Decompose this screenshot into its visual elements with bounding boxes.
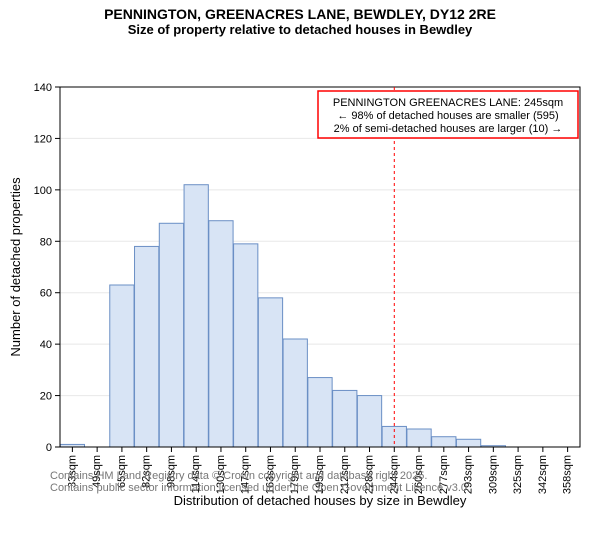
footer-attribution: Contains HM Land Registry data © Crown c… <box>50 470 470 494</box>
bar <box>308 378 332 447</box>
x-axis-label: Distribution of detached houses by size … <box>174 493 467 508</box>
bar <box>234 244 258 447</box>
bar <box>135 246 159 447</box>
svg-text:0: 0 <box>46 442 52 454</box>
annotation-text: PENNINGTON GREENACRES LANE: 245sqm <box>333 97 563 109</box>
chart-title-line2: Size of property relative to detached ho… <box>0 22 600 37</box>
annotation-text: ← 98% of detached houses are smaller (59… <box>337 110 558 122</box>
bar <box>258 298 282 447</box>
bar <box>110 285 134 447</box>
bar <box>283 339 307 447</box>
svg-text:80: 80 <box>40 236 52 248</box>
svg-text:342sqm: 342sqm <box>537 455 549 494</box>
svg-text:40: 40 <box>40 339 52 351</box>
bar <box>209 221 233 447</box>
bar <box>456 439 480 447</box>
annotation-text: 2% of semi-detached houses are larger (1… <box>334 123 563 135</box>
svg-text:140: 140 <box>34 82 52 94</box>
bar <box>333 390 357 447</box>
svg-text:20: 20 <box>40 391 52 403</box>
chart-container: PENNINGTON, GREENACRES LANE, BEWDLEY, DY… <box>0 0 600 500</box>
svg-text:325sqm: 325sqm <box>512 455 524 494</box>
y-axis-label: Number of detached properties <box>8 177 23 357</box>
svg-text:309sqm: 309sqm <box>487 455 499 494</box>
bar <box>184 185 208 447</box>
svg-text:120: 120 <box>34 133 52 145</box>
bar <box>159 223 183 447</box>
bar <box>407 429 431 447</box>
svg-text:100: 100 <box>34 185 52 197</box>
chart-title-line1: PENNINGTON, GREENACRES LANE, BEWDLEY, DY… <box>0 0 600 22</box>
histogram-plot: 02040608010012014033sqm49sqm65sqm82sqm98… <box>0 37 600 537</box>
bar <box>357 396 381 447</box>
svg-text:60: 60 <box>40 288 52 300</box>
bar <box>432 437 456 447</box>
svg-text:358sqm: 358sqm <box>562 455 574 494</box>
